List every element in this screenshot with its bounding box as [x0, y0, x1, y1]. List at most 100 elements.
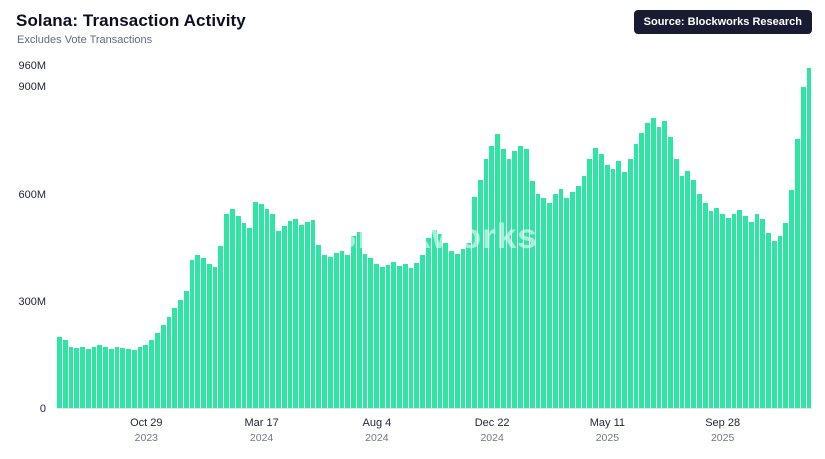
bar[interactable] — [622, 172, 627, 408]
bar[interactable] — [160, 325, 166, 408]
bar[interactable] — [627, 158, 633, 408]
bar[interactable] — [155, 333, 160, 408]
bar[interactable] — [431, 229, 437, 408]
bar[interactable] — [195, 254, 201, 408]
bar[interactable] — [149, 339, 155, 408]
bar[interactable] — [437, 234, 443, 408]
bar[interactable] — [783, 222, 789, 408]
bar[interactable] — [402, 264, 408, 408]
bar[interactable] — [720, 213, 725, 408]
bar[interactable] — [91, 347, 97, 408]
bar[interactable] — [714, 207, 720, 408]
bar[interactable] — [97, 345, 103, 408]
bar[interactable] — [310, 219, 316, 408]
bar[interactable] — [426, 237, 431, 408]
bar[interactable] — [68, 346, 74, 408]
bar[interactable] — [477, 180, 483, 408]
bar[interactable] — [80, 347, 85, 408]
bar[interactable] — [339, 251, 345, 408]
bar[interactable] — [754, 213, 760, 408]
bar[interactable] — [506, 158, 512, 408]
bar[interactable] — [304, 222, 310, 408]
bar[interactable] — [662, 120, 668, 408]
bar[interactable] — [696, 194, 702, 408]
bar[interactable] — [374, 263, 379, 408]
bar[interactable] — [345, 254, 351, 408]
bar[interactable] — [143, 344, 149, 408]
bar[interactable] — [206, 263, 212, 408]
bar[interactable] — [287, 220, 293, 408]
bar[interactable] — [379, 267, 385, 408]
bar[interactable] — [691, 180, 696, 408]
bar[interactable] — [604, 165, 610, 408]
bar[interactable] — [57, 336, 62, 408]
bar[interactable] — [673, 158, 679, 408]
bar[interactable] — [368, 258, 374, 408]
bar[interactable] — [391, 261, 397, 408]
bar[interactable] — [524, 148, 529, 408]
bar[interactable] — [587, 158, 593, 408]
bar[interactable] — [316, 244, 322, 408]
bar[interactable] — [449, 251, 454, 408]
bar[interactable] — [126, 349, 131, 408]
bar[interactable] — [598, 154, 604, 408]
bar[interactable] — [685, 171, 691, 408]
bar[interactable] — [668, 137, 673, 408]
bar[interactable] — [743, 215, 748, 408]
bar[interactable] — [777, 236, 783, 408]
bar[interactable] — [224, 213, 229, 408]
bar[interactable] — [183, 291, 189, 408]
bar[interactable] — [108, 348, 114, 408]
bar[interactable] — [189, 260, 195, 408]
bar[interactable] — [270, 213, 276, 408]
bar[interactable] — [62, 339, 68, 408]
bar[interactable] — [114, 346, 120, 408]
bar[interactable] — [581, 175, 587, 408]
bar[interactable] — [420, 254, 425, 408]
bar[interactable] — [235, 215, 241, 408]
bar[interactable] — [241, 222, 247, 408]
bar[interactable] — [276, 230, 281, 408]
bar[interactable] — [483, 158, 489, 408]
bar[interactable] — [258, 204, 264, 408]
bar[interactable] — [500, 148, 506, 408]
bar[interactable] — [795, 139, 800, 408]
bar[interactable] — [708, 211, 714, 408]
bar[interactable] — [552, 194, 558, 408]
bar[interactable] — [212, 267, 218, 408]
bar[interactable] — [518, 145, 524, 408]
bar[interactable] — [201, 258, 206, 408]
bar[interactable] — [351, 235, 356, 408]
bar[interactable] — [789, 189, 794, 408]
bar[interactable] — [131, 350, 137, 408]
bar[interactable] — [679, 175, 685, 408]
bar[interactable] — [120, 347, 126, 408]
bar[interactable] — [385, 264, 391, 408]
bar[interactable] — [454, 254, 460, 408]
bar[interactable] — [547, 202, 552, 408]
bar[interactable] — [299, 224, 304, 408]
bar[interactable] — [362, 254, 368, 408]
bar[interactable] — [558, 189, 564, 408]
bar[interactable] — [137, 347, 143, 408]
bar[interactable] — [748, 222, 754, 408]
bar[interactable] — [408, 267, 414, 408]
bar[interactable] — [172, 308, 178, 408]
bar[interactable] — [178, 300, 183, 408]
bar[interactable] — [616, 161, 622, 408]
bar[interactable] — [731, 213, 737, 408]
bar[interactable] — [656, 126, 662, 408]
bar[interactable] — [443, 242, 449, 408]
bar[interactable] — [529, 180, 535, 408]
bar[interactable] — [541, 197, 547, 408]
bar[interactable] — [247, 228, 253, 408]
bar[interactable] — [633, 144, 639, 408]
bar[interactable] — [218, 245, 224, 408]
bar[interactable] — [253, 202, 258, 408]
bar[interactable] — [103, 347, 108, 408]
bar[interactable] — [74, 348, 80, 408]
bar[interactable] — [639, 132, 645, 408]
bar[interactable] — [460, 249, 466, 408]
bar[interactable] — [322, 254, 327, 408]
bar[interactable] — [333, 252, 339, 408]
